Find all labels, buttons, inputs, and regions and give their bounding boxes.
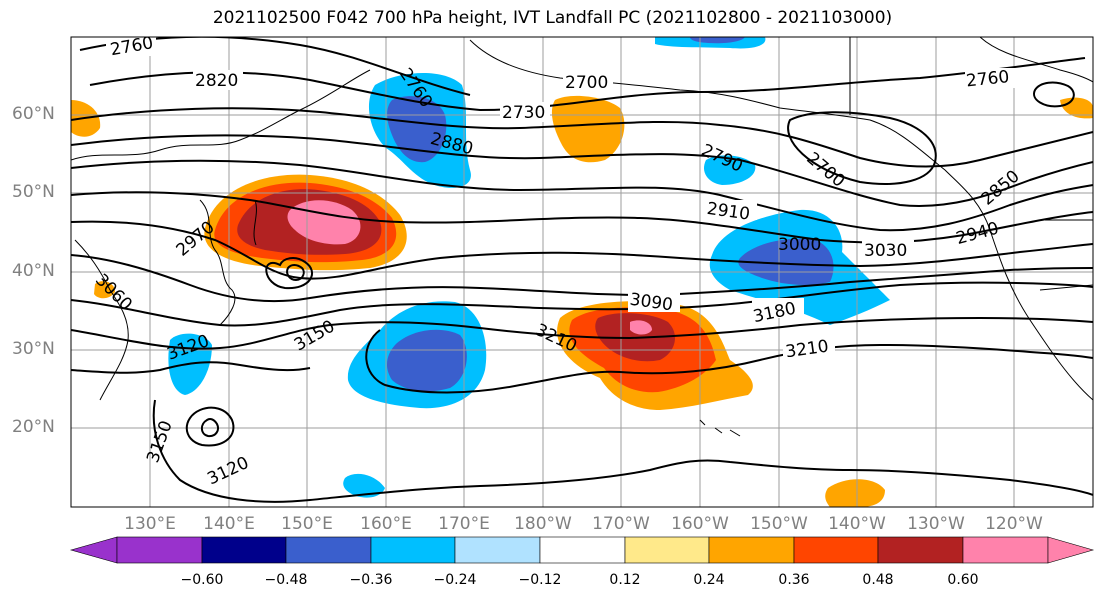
lon-label: 160°E xyxy=(360,514,412,534)
lat-label: 20°N xyxy=(12,417,55,437)
colorbar-tick-label: 0.60 xyxy=(947,572,979,588)
lon-label: 180°W xyxy=(514,514,572,534)
colorbar-extend-low xyxy=(69,536,118,564)
lon-label: 150°W xyxy=(750,514,808,534)
lat-label: 60°N xyxy=(12,104,55,124)
colorbar-tick-label: 0.12 xyxy=(609,572,641,588)
lon-label: 160°W xyxy=(671,514,729,534)
colorbar-tick-label: 0.48 xyxy=(862,572,894,588)
lon-label: 130°W xyxy=(907,514,965,534)
colorbar-tick-label: −0.48 xyxy=(264,572,308,588)
ivt-shading xyxy=(71,37,1093,507)
lon-label: 140°E xyxy=(203,514,255,534)
contour-label: 3000 xyxy=(778,235,821,255)
colorbar-tick-label: −0.36 xyxy=(349,572,393,588)
lat-label: 50°N xyxy=(12,182,55,202)
lat-label: 40°N xyxy=(12,261,55,281)
contour-label: 2730 xyxy=(502,103,545,123)
colorbar-tick-label: 0.24 xyxy=(693,572,725,588)
lon-label: 150°E xyxy=(281,514,333,534)
lon-label: 140°W xyxy=(828,514,886,534)
contour-label: 2760 xyxy=(109,33,155,60)
lon-label: 130°E xyxy=(124,514,176,534)
colorbar-extend-high xyxy=(1047,536,1095,564)
colorbar xyxy=(69,536,1095,564)
colorbar-tick-label: −0.60 xyxy=(180,572,224,588)
contour-label: 2820 xyxy=(195,71,238,91)
height-contours xyxy=(71,37,1093,503)
contour-label: 3030 xyxy=(864,241,907,261)
contour-label: 2700 xyxy=(565,73,608,93)
colorbar-tick-label: −0.24 xyxy=(433,572,477,588)
map-title: 2021102500 F042 700 hPa height, IVT Land… xyxy=(212,8,893,28)
lon-label: 170°E xyxy=(438,514,490,534)
lat-label: 30°N xyxy=(12,339,55,359)
colorbar-tick-label: −0.12 xyxy=(518,572,562,588)
map-content: 2760 2820 2760 2700 2730 2880 2790 2700 … xyxy=(71,33,1093,507)
map-frame xyxy=(70,36,1094,508)
lon-label: 170°W xyxy=(592,514,650,534)
graticule xyxy=(71,37,1093,507)
contour-label: 2760 xyxy=(965,67,1010,91)
lon-label: 120°W xyxy=(985,514,1043,534)
colorbar-tick-label: 0.36 xyxy=(778,572,810,588)
